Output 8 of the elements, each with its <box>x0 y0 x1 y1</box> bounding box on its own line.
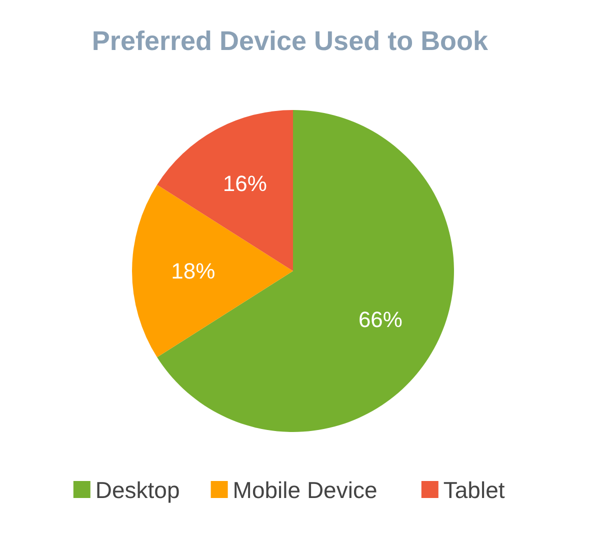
data-label: 66% <box>358 306 402 332</box>
pie-slice <box>157 110 454 432</box>
chart-title: Preferred Device Used to Book <box>92 26 490 56</box>
data-label: 18% <box>171 258 216 284</box>
legend-label: Mobile Device <box>232 477 378 504</box>
legend-label: Tablet <box>443 477 506 504</box>
data-label: 16% <box>222 171 267 196</box>
legend-label: Desktop <box>95 477 180 504</box>
